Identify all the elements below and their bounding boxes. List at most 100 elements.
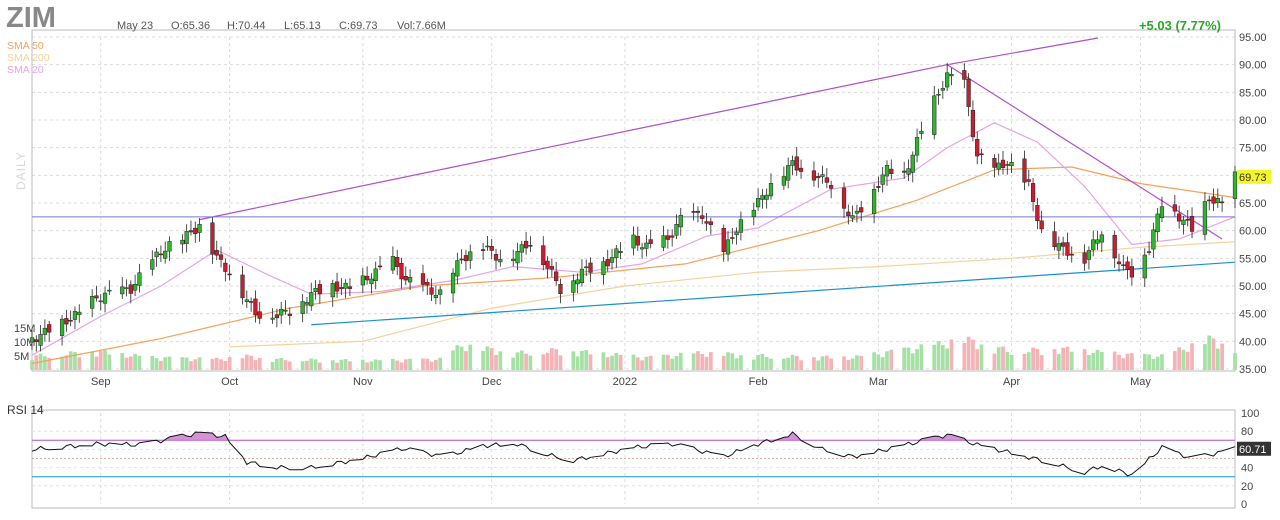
volume-bar <box>270 362 275 370</box>
volume-bar <box>700 354 705 370</box>
volume-bar <box>227 356 232 370</box>
candle-body <box>1091 239 1096 251</box>
candle-body <box>485 245 490 248</box>
volume-bar <box>584 350 589 370</box>
volume-bar <box>726 352 730 370</box>
candle-body <box>184 231 189 244</box>
volume-bar <box>124 357 129 370</box>
candle-body <box>906 168 911 175</box>
candle <box>794 147 799 176</box>
volume-bar <box>910 353 915 370</box>
candle-body <box>369 278 374 285</box>
candle <box>1151 222 1156 258</box>
volume-bar <box>855 355 859 370</box>
sma50-legend: SMA 50 <box>7 40 44 52</box>
candle-body <box>1052 231 1057 248</box>
candle <box>648 229 653 249</box>
volume-bar <box>696 351 700 370</box>
candle-body <box>154 251 159 258</box>
candle-body <box>244 299 249 302</box>
volume-bar <box>395 360 400 370</box>
volume-bar <box>1052 349 1057 370</box>
rsi-tick-label: 40 <box>1241 463 1253 475</box>
candle-body <box>665 235 670 240</box>
candle <box>90 289 95 318</box>
candle <box>107 280 112 295</box>
candle <box>42 319 47 342</box>
candle <box>910 151 915 183</box>
volume-bar <box>889 349 894 370</box>
volume-bar <box>739 355 743 370</box>
candle-body <box>395 257 400 267</box>
candle-body <box>962 70 967 80</box>
sma200-legend: SMA 200 <box>7 52 50 64</box>
candle <box>674 214 679 240</box>
volume-bar <box>369 361 374 370</box>
candle <box>283 300 288 315</box>
candle-body <box>1039 220 1044 230</box>
volume-bar <box>618 354 623 370</box>
candle-body <box>1215 198 1220 204</box>
candle <box>1185 209 1190 227</box>
candle <box>841 182 847 218</box>
price-change: +5.03 (7.77%) <box>1138 18 1221 33</box>
candle <box>1155 207 1160 242</box>
candle <box>403 266 408 285</box>
candle-body <box>343 282 348 289</box>
sma200-line <box>229 241 1236 348</box>
candle-body <box>180 239 185 245</box>
candle <box>700 206 705 225</box>
candle-body <box>579 268 585 284</box>
volume-bar <box>1087 355 1091 370</box>
candle-body <box>433 294 438 299</box>
candle-body <box>1056 243 1061 251</box>
x-tick-label: 2022 <box>613 376 637 388</box>
candle-body <box>1069 253 1074 256</box>
candle <box>618 242 623 260</box>
volume-bar <box>1190 343 1194 370</box>
volume-bar <box>1147 354 1151 370</box>
candle <box>1181 215 1186 235</box>
volume-bar <box>906 347 911 370</box>
volume-bar <box>524 353 528 370</box>
candle-body <box>42 327 47 335</box>
volume-bar <box>1009 354 1014 370</box>
candle-body <box>240 274 245 299</box>
volume-bar <box>880 357 885 370</box>
rsi-line <box>31 431 1236 477</box>
candle-body <box>734 231 739 236</box>
candle-body <box>407 277 413 283</box>
volume-bar <box>820 356 825 370</box>
volume-bar <box>154 358 159 370</box>
candle-body <box>695 210 701 213</box>
volume-bar <box>614 353 619 370</box>
volume-bar <box>193 359 198 370</box>
candle-body <box>1146 251 1152 253</box>
volume-bar <box>519 350 524 370</box>
rsi-tick-label: 20 <box>1241 481 1253 493</box>
candle <box>558 278 563 304</box>
candle-body <box>876 186 881 188</box>
volume-bar <box>872 352 876 370</box>
volume-bar <box>902 347 907 370</box>
volume-bar <box>189 361 193 370</box>
candle <box>1009 153 1014 173</box>
candle-body <box>167 241 172 252</box>
candle <box>369 273 374 294</box>
candle <box>871 183 877 224</box>
candle <box>584 259 589 277</box>
candle <box>38 325 43 352</box>
candle <box>188 220 194 236</box>
volume-bar <box>816 360 821 370</box>
volume-bar <box>966 336 971 370</box>
candle-body <box>725 239 731 255</box>
candle-body <box>841 187 847 209</box>
volume-bar <box>464 351 468 370</box>
candle-body <box>257 311 262 319</box>
volume-bars <box>30 335 1237 370</box>
candle <box>975 131 980 165</box>
candle-body <box>635 235 640 246</box>
candle-body <box>880 174 885 185</box>
candle <box>214 240 219 261</box>
candle-body <box>1185 219 1190 221</box>
